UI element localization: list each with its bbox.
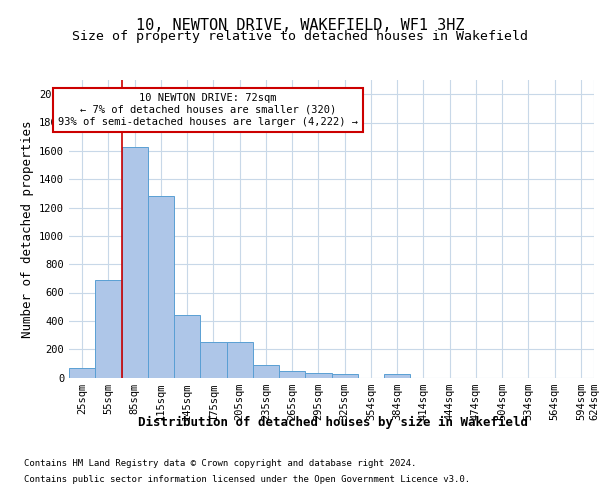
Bar xyxy=(174,315,200,378)
Bar xyxy=(121,148,148,378)
Bar xyxy=(69,368,95,378)
Bar xyxy=(305,373,331,378)
Bar xyxy=(148,196,174,378)
Text: Distribution of detached houses by size in Wakefield: Distribution of detached houses by size … xyxy=(138,416,528,429)
Bar xyxy=(253,366,279,378)
Text: Size of property relative to detached houses in Wakefield: Size of property relative to detached ho… xyxy=(72,30,528,43)
Bar xyxy=(95,280,121,378)
Y-axis label: Number of detached properties: Number of detached properties xyxy=(20,120,34,338)
Bar xyxy=(384,374,410,378)
Text: Contains HM Land Registry data © Crown copyright and database right 2024.: Contains HM Land Registry data © Crown c… xyxy=(24,460,416,468)
Text: 10 NEWTON DRIVE: 72sqm
← 7% of detached houses are smaller (320)
93% of semi-det: 10 NEWTON DRIVE: 72sqm ← 7% of detached … xyxy=(58,94,358,126)
Bar xyxy=(279,371,305,378)
Text: 10, NEWTON DRIVE, WAKEFIELD, WF1 3HZ: 10, NEWTON DRIVE, WAKEFIELD, WF1 3HZ xyxy=(136,18,464,32)
Bar xyxy=(227,342,253,378)
Bar xyxy=(331,374,358,378)
Text: Contains public sector information licensed under the Open Government Licence v3: Contains public sector information licen… xyxy=(24,474,470,484)
Bar xyxy=(200,342,227,378)
